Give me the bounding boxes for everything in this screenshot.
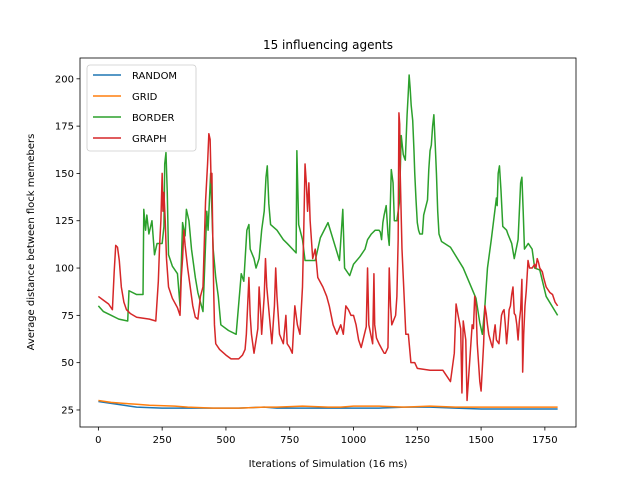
series-lines xyxy=(97,74,559,410)
x-tick-label: 1500 xyxy=(468,435,493,446)
legend: RANDOM GRID BORDER GRAPH xyxy=(86,64,197,152)
x-tick-label: 1750 xyxy=(532,435,557,446)
plot-frame xyxy=(79,57,577,428)
x-tick-label: 500 xyxy=(216,435,235,446)
y-tick-label: 200 xyxy=(55,74,74,85)
legend-label-graph: GRAPH xyxy=(132,134,167,145)
series-line-random xyxy=(98,400,558,410)
x-axis-label: Iterations of Simulation (16 ms) xyxy=(249,459,408,470)
x-tick-label: 1250 xyxy=(405,435,430,446)
y-axis-label: Average distance between flock memebers xyxy=(26,134,37,351)
legend-label-border: BORDER xyxy=(132,113,175,124)
y-tick-label: 25 xyxy=(61,405,74,416)
x-tick-label: 750 xyxy=(280,435,299,446)
x-tick-label: 250 xyxy=(153,435,172,446)
series-line-graph xyxy=(97,112,559,402)
y-tick-label: 175 xyxy=(55,122,74,133)
legend-label-random: RANDOM xyxy=(132,71,177,82)
axis-ticks: 0 250 500 750 1000 1250 1500 1750 25 50 75 100 125 15… xyxy=(55,74,558,446)
x-tick-label: 1000 xyxy=(341,435,366,446)
y-tick-label: 150 xyxy=(55,169,74,180)
chart-title: 15 influencing agents xyxy=(263,38,393,52)
y-tick-label: 75 xyxy=(61,311,74,322)
series-line-grid xyxy=(98,399,558,409)
x-tick-label: 0 xyxy=(95,435,101,446)
y-tick-label: 125 xyxy=(55,216,74,227)
y-tick-label: 100 xyxy=(55,264,74,275)
y-tick-label: 50 xyxy=(61,358,74,369)
legend-box xyxy=(86,64,197,152)
legend-label-grid: GRID xyxy=(132,92,158,103)
